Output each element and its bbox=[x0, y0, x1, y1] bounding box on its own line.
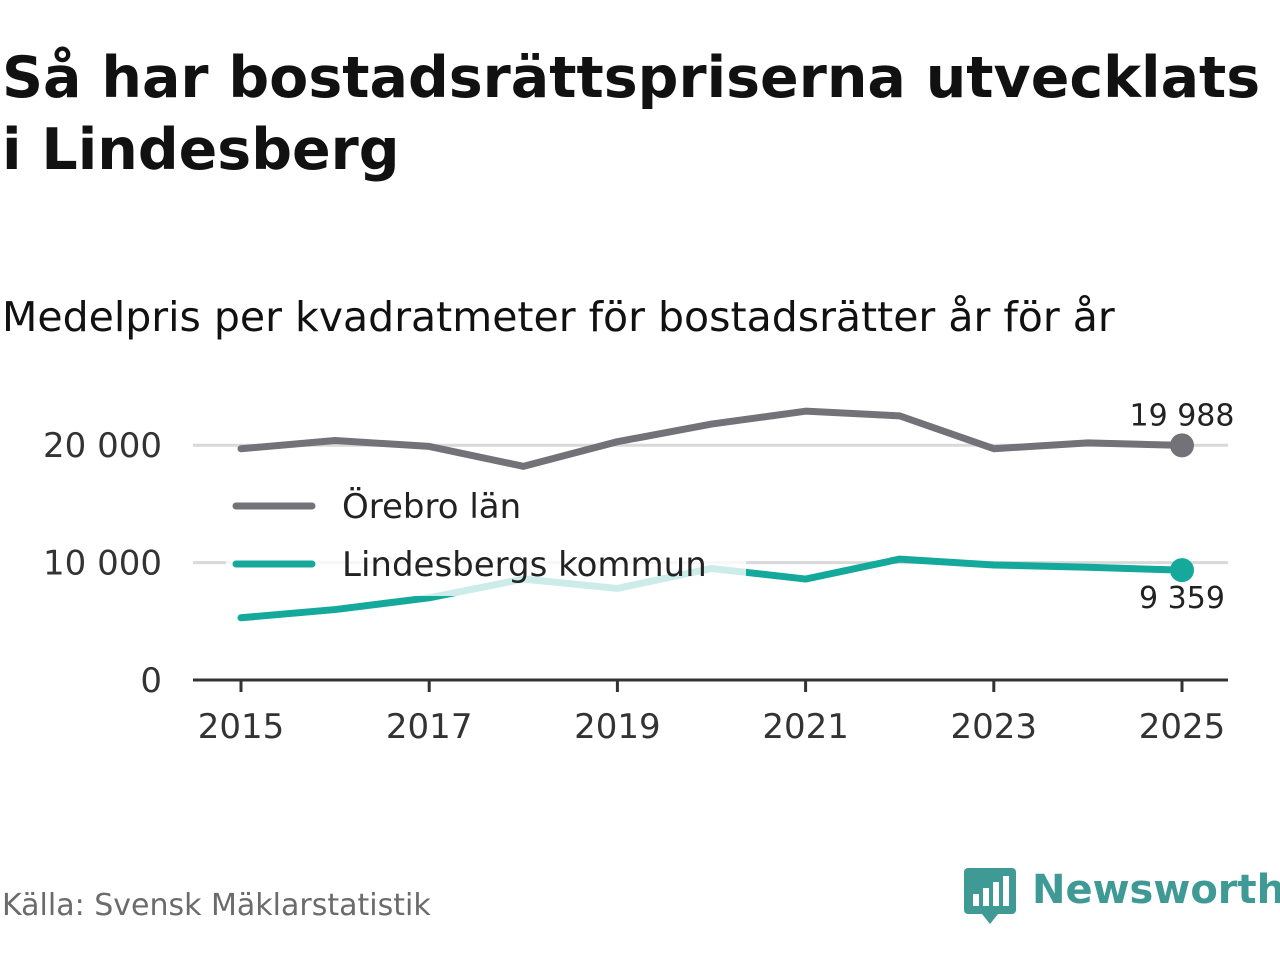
legend-label: Lindesbergs kommun bbox=[342, 545, 707, 585]
series-end-point bbox=[1170, 558, 1194, 583]
legend-label: Örebro län bbox=[342, 486, 521, 527]
x-tick-label: 2021 bbox=[762, 707, 849, 747]
newsworthy-logo-icon bbox=[964, 868, 1016, 924]
brand-name: Newsworthy bbox=[1032, 867, 1280, 913]
x-tick-label: 2025 bbox=[1139, 707, 1226, 747]
chart-title: Så har bostadsrättspriserna utvecklats i… bbox=[2, 45, 1261, 183]
legend-backdrop bbox=[226, 478, 746, 596]
y-tick-label: 20 000 bbox=[43, 426, 162, 466]
series-end-point bbox=[1170, 433, 1194, 458]
chart-subtitle: Medelpris per kvadratmeter för bostadsrä… bbox=[2, 293, 1115, 341]
x-tick-label: 2017 bbox=[386, 707, 473, 747]
x-tick-label: 2019 bbox=[574, 707, 661, 747]
y-tick-label: 0 bbox=[140, 661, 162, 701]
x-tick-label: 2015 bbox=[198, 707, 285, 747]
series-end-label: 9 359 bbox=[1139, 581, 1225, 616]
source-note: Källa: Svensk Mäklarstatistik bbox=[2, 888, 431, 923]
x-tick-label: 2023 bbox=[951, 707, 1038, 747]
y-tick-label: 10 000 bbox=[43, 544, 162, 584]
series-end-label: 19 988 bbox=[1130, 400, 1235, 433]
series-line-orebro-lan bbox=[237, 407, 1186, 470]
line-chart: 0 10 000 20 000 2015 2017 2019 2021 2023 2025 Öre… bbox=[43, 400, 1235, 747]
